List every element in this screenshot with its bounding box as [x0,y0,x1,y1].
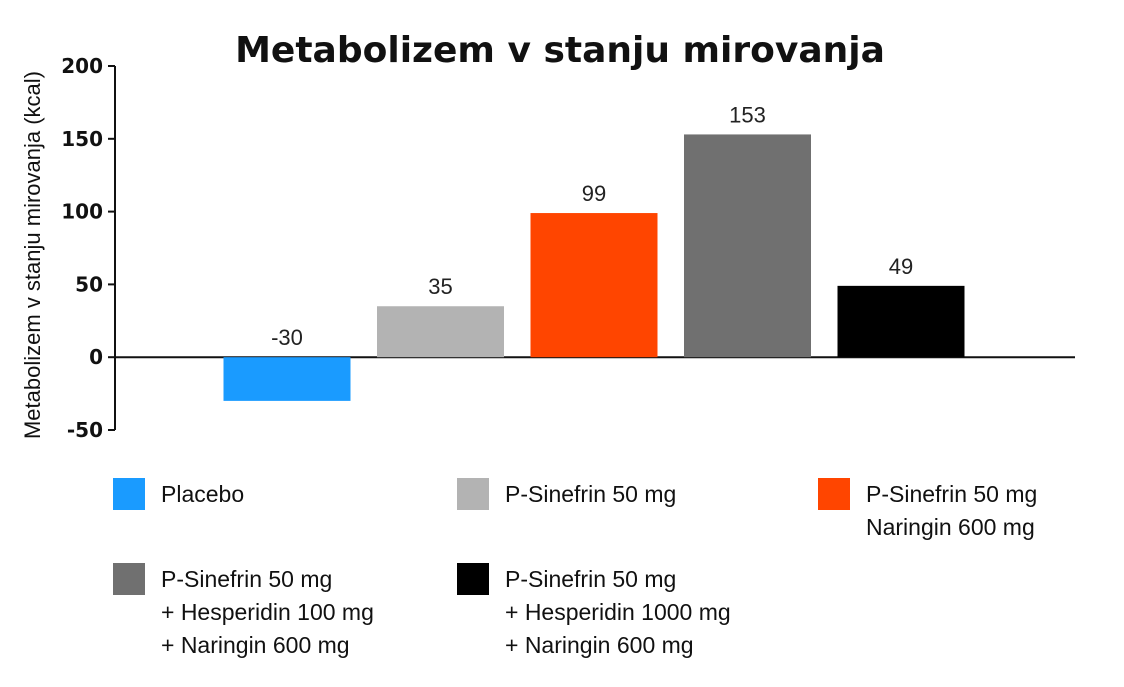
bar [684,134,811,358]
chart-title: Metabolizem v stanju mirovanja [235,30,885,71]
data-label: -30 [271,325,303,350]
y-tick-label: 50 [75,272,103,296]
y-tick-label: 200 [61,54,103,78]
data-label: 49 [889,254,913,279]
bar [223,357,351,401]
data-label: 99 [582,181,606,206]
data-label: 35 [428,274,452,299]
bar [837,285,965,358]
data-labels: -30 35 99 153 49 [271,102,913,350]
data-label: 153 [729,102,766,127]
bars [223,134,965,401]
y-tick-label: -50 [67,418,103,442]
y-tick-label: 0 [89,345,103,369]
y-axis-label: Metabolizem v stanju mirovanja (kcal) [20,71,45,439]
bar [377,306,504,358]
y-tick-label: 150 [61,127,103,151]
bar [530,213,658,358]
y-tick-label: 100 [61,200,103,224]
